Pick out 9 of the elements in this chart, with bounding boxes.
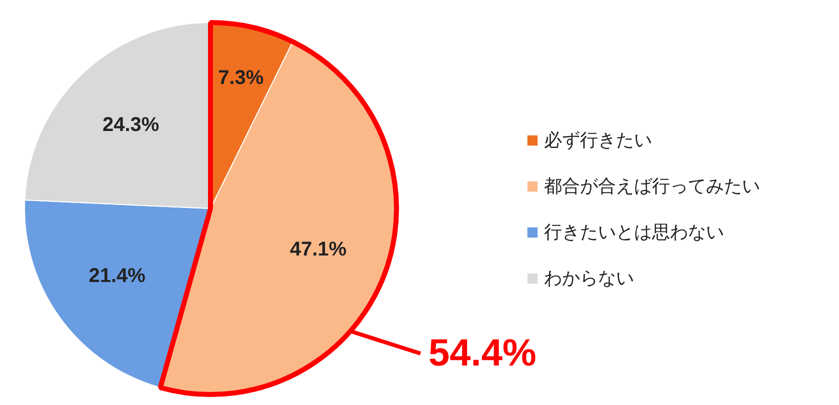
legend-label: 都合が合えば行ってみたい [544,175,760,198]
legend-label: 行きたいとは思わない [544,221,724,244]
text: 54.4% [428,332,536,374]
legend-label: 必ず行きたい [544,129,652,152]
data-label: 7.3% [218,67,264,90]
data-label: 47.1% [290,238,347,261]
legend-label: わからない [544,267,634,290]
data-label: 24.3% [102,114,160,136]
data-label: 21.4% [88,265,146,288]
